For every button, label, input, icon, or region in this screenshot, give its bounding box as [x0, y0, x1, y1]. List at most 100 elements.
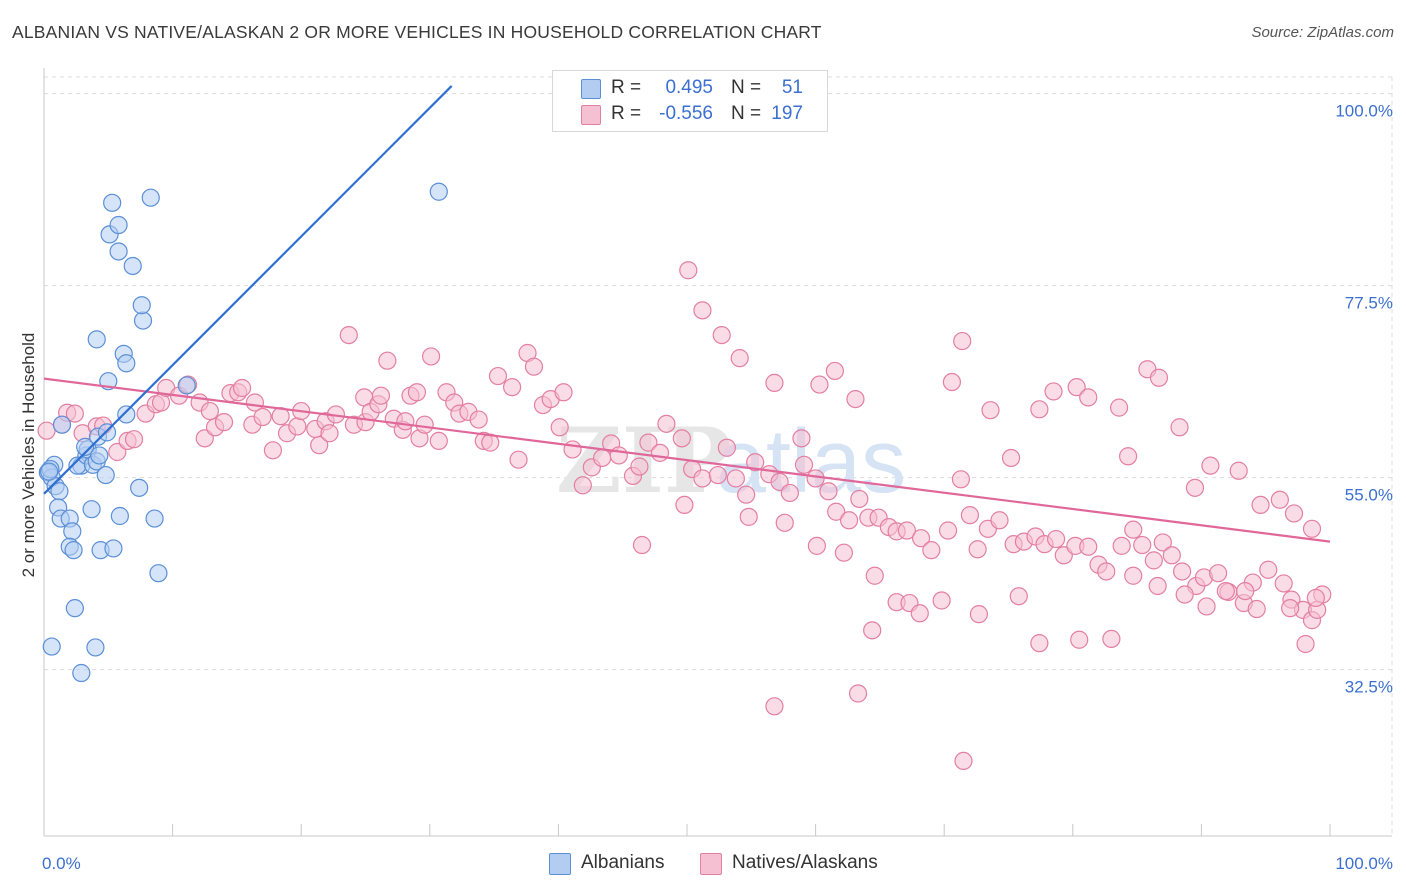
natives-alaskans-point — [469, 410, 488, 429]
natives-alaskans-point — [1251, 495, 1270, 515]
natives-alaskans-point — [630, 457, 649, 476]
natives-alaskans-point — [1306, 588, 1325, 608]
natives-alaskans-point — [429, 431, 448, 451]
natives-alaskans-point — [1229, 461, 1248, 480]
natives-alaskans-point — [819, 482, 838, 501]
natives-alaskans-point — [932, 591, 951, 610]
albanians-point — [109, 242, 128, 261]
natives-alaskans-point — [825, 361, 844, 381]
natives-alaskans-point — [1124, 566, 1143, 585]
natives-alaskans-point — [503, 378, 522, 397]
natives-alaskans-point — [421, 347, 441, 366]
natives-alaskans-point — [708, 465, 727, 485]
natives-alaskans-point — [1079, 388, 1098, 407]
y-tick-label: 100.0% — [1335, 102, 1393, 121]
natives-alaskans-point — [1185, 478, 1205, 497]
natives-alaskans-point — [1118, 447, 1138, 466]
natives-alaskans-point — [320, 424, 339, 443]
natives-alaskans-point — [1236, 581, 1255, 601]
grid-lines — [44, 76, 1393, 836]
albanians-trend-line — [43, 85, 453, 495]
natives-alaskans-point — [232, 378, 252, 398]
x-tick-label: 100.0% — [1335, 854, 1393, 873]
albanians-point — [123, 256, 142, 276]
albanians-point — [104, 539, 123, 558]
natives-alaskans-point — [960, 506, 980, 525]
natives-alaskans-point — [911, 529, 931, 548]
r-value: -0.556 — [659, 103, 713, 124]
natives-alaskans-point — [834, 543, 853, 562]
natives-alaskans-point — [550, 418, 569, 437]
natives-alaskans-point — [1296, 634, 1315, 654]
natives-alaskans-point — [200, 401, 219, 421]
natives-alaskans-point — [981, 401, 1000, 420]
natives-alaskans-point — [509, 450, 528, 469]
natives-alaskans-point — [1175, 585, 1194, 604]
natives-alaskans-point — [737, 485, 756, 504]
natives-alaskans-point — [1079, 537, 1098, 556]
natives-alaskans-point — [1170, 418, 1189, 437]
natives-alaskans-point — [1148, 576, 1167, 596]
albanians-point — [133, 311, 153, 330]
natives-alaskans-point — [263, 441, 283, 460]
albanians-point — [63, 522, 82, 541]
natives-alaskans-point — [1209, 564, 1228, 583]
natives-alaskans-point — [524, 357, 544, 376]
natives-alaskans-point — [214, 413, 234, 432]
natives-alaskans-point — [897, 521, 917, 540]
albanians-point — [429, 182, 448, 201]
axes — [43, 68, 1392, 837]
y-tick-label: 32.5% — [1345, 678, 1393, 697]
natives-alaskans-point — [1133, 535, 1152, 555]
natives-alaskans-point — [746, 453, 765, 472]
natives-alaskans-point — [1030, 634, 1049, 653]
natives-alaskans-point — [65, 404, 84, 423]
natives-alaskans-point — [1009, 587, 1028, 606]
natives-alaskans-point — [378, 351, 397, 370]
natives-alaskans-point — [726, 469, 745, 488]
albanians-point — [86, 638, 105, 657]
natives-alaskans-point — [672, 429, 691, 448]
natives-alaskans-point — [396, 412, 415, 431]
albanians-point — [117, 405, 136, 424]
natives-alaskans-point — [253, 407, 272, 427]
natives-legend-swatch — [700, 853, 722, 875]
albanians-point — [64, 541, 83, 560]
natives-alaskans-point — [954, 751, 973, 771]
n-value: 51 — [781, 77, 803, 98]
albanians-point — [87, 330, 106, 349]
natives-alaskans-point — [942, 372, 962, 392]
natives-swatch — [581, 105, 601, 125]
albanians-point — [132, 296, 151, 315]
natives-alaskans-point — [124, 430, 144, 449]
natives-alaskans-point — [1284, 504, 1304, 523]
natives-alaskans-point — [1162, 546, 1181, 565]
natives-alaskans-point — [810, 375, 829, 394]
n-label: N = — [731, 103, 762, 124]
natives-alaskans-point — [1001, 448, 1021, 468]
natives-alaskans-point — [1201, 456, 1220, 475]
natives-alaskans-point — [865, 566, 884, 585]
natives-alaskans-point — [1070, 630, 1089, 649]
chart-source: Source: ZipAtlas.com — [1251, 24, 1394, 41]
r-value: 0.495 — [665, 77, 713, 98]
natives-alaskans-point — [794, 455, 814, 474]
natives-alaskans-point — [780, 483, 799, 503]
natives-alaskans-point — [1173, 562, 1192, 581]
natives-alaskans-point — [37, 421, 56, 440]
natives-alaskans-point — [609, 446, 628, 465]
natives-alaskans-point — [827, 502, 846, 521]
natives-alaskans-point — [675, 495, 694, 515]
natives-alaskans-point — [863, 621, 882, 640]
natives-alaskans-point — [310, 436, 329, 455]
albanians-point — [82, 500, 101, 519]
natives-alaskans-point — [657, 414, 676, 433]
natives-alaskans-point — [371, 386, 391, 405]
y-tick-label: 77.5% — [1345, 294, 1393, 313]
stats-legend: R = 0.495 N = 51 R = -0.556 N = 197 — [552, 70, 828, 132]
natives-alaskans-point — [1302, 519, 1322, 538]
natives-alaskans-point — [288, 417, 307, 436]
natives-alaskans-point — [1097, 562, 1116, 581]
natives-alaskans-point — [1149, 368, 1169, 387]
natives-alaskans-point — [807, 536, 826, 555]
